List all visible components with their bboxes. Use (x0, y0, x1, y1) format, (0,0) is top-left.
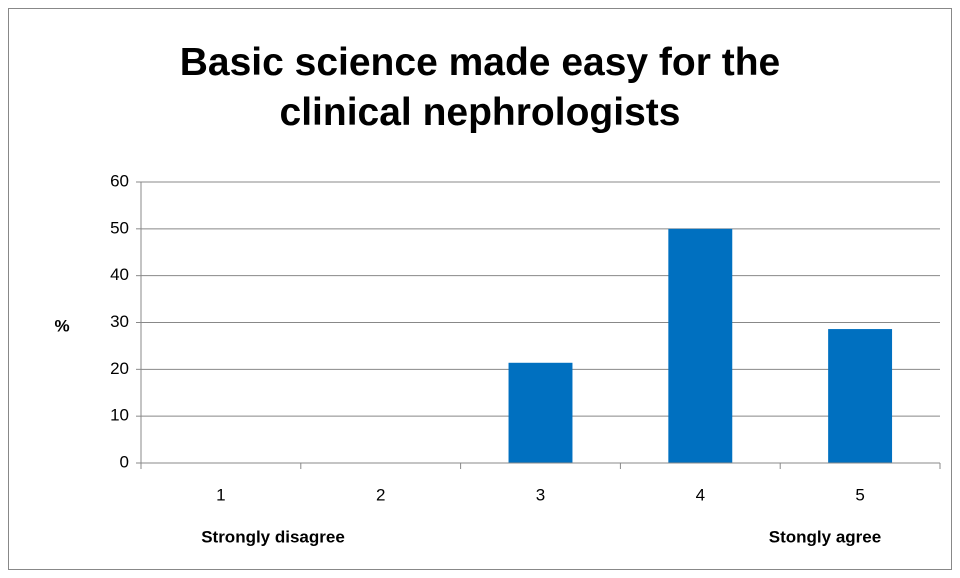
y-tick-label: 30 (110, 312, 129, 331)
annotation: Stongly agree (769, 527, 881, 546)
y-tick-label: 50 (110, 218, 129, 237)
chart-border (8, 8, 952, 570)
chart-title: Basic science made easy for the clinical… (179, 41, 781, 134)
x-tick-label: 5 (855, 485, 864, 504)
x-tick-label: 1 (216, 485, 225, 504)
bar (668, 228, 733, 463)
y-tick-label: 20 (110, 359, 129, 378)
y-axis-label: % (54, 316, 69, 335)
x-tick-label: 4 (696, 485, 705, 504)
y-tick-label: 40 (110, 265, 129, 284)
x-tick-label: 2 (376, 485, 385, 504)
annotation: Strongly disagree (201, 527, 345, 546)
y-tick-label: 0 (120, 452, 129, 471)
x-tick-label: 3 (536, 485, 545, 504)
y-tick-label: 60 (110, 171, 129, 190)
bar (508, 362, 573, 463)
y-tick-label: 10 (110, 406, 129, 425)
bar (828, 329, 893, 463)
